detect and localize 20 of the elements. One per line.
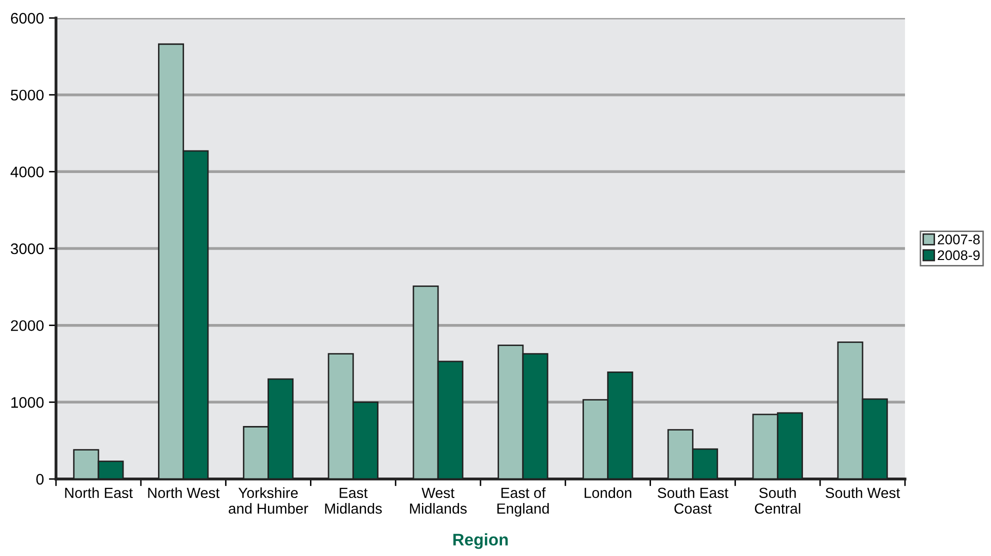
y-tick-label: 3000	[10, 243, 44, 254]
x-tick-label: East Midlands	[325, 488, 382, 514]
y-tick-label: 0	[36, 474, 44, 485]
y-tick-label: 4000	[10, 166, 44, 178]
x-tick-label: North West	[148, 487, 220, 498]
y-tick-label: 5000	[10, 90, 44, 101]
x-tick-label: North East	[65, 487, 133, 498]
y-tick-label: 2000	[10, 320, 44, 332]
x-axis-title: Region	[453, 533, 508, 549]
x-tick-label: South East Coast	[658, 487, 728, 514]
legend-label: 2007-8	[938, 234, 980, 244]
y-tick-label: 1000	[11, 397, 44, 408]
x-tick-label: London	[584, 487, 632, 498]
x-tick-label: Yorkshire and Humber	[228, 487, 308, 514]
x-tick-label: East of England	[497, 487, 549, 517]
x-tick-label: South West	[826, 487, 900, 498]
x-tick-label: West Midlands	[410, 488, 467, 514]
y-tick-label: 6000	[10, 12, 44, 24]
x-tick-label: South Central	[754, 487, 800, 514]
legend-label: 2008-9	[938, 250, 980, 260]
